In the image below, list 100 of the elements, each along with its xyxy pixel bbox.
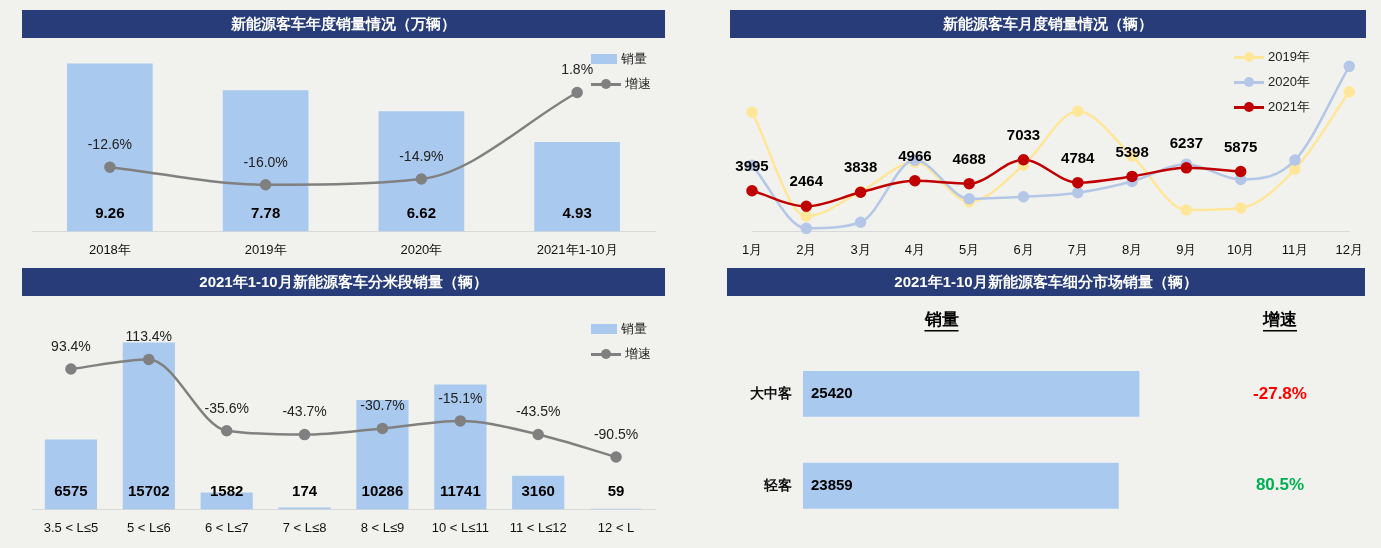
point xyxy=(1072,105,1084,117)
point xyxy=(1180,204,1193,216)
bar xyxy=(67,63,153,232)
legend-label: 销量 xyxy=(621,50,647,68)
point xyxy=(800,200,813,213)
data-label: -16.0% xyxy=(243,153,288,170)
x-tick-label: 2021年1-10月 xyxy=(536,241,618,257)
x-tick-label: 6 < L≤7 xyxy=(204,519,249,535)
data-label: -15.1% xyxy=(438,389,483,406)
data-label: 4.93 xyxy=(562,203,592,221)
point xyxy=(571,86,583,99)
data-label: 7.78 xyxy=(251,203,281,221)
point xyxy=(854,216,867,228)
point xyxy=(376,422,389,435)
point xyxy=(909,175,921,187)
data-label: 6237 xyxy=(1169,133,1204,151)
chart-title: 2021年1-10月新能源客车细分市场销量（辆） xyxy=(727,268,1365,296)
data-label: 4784 xyxy=(1061,148,1096,166)
point xyxy=(1017,191,1030,203)
data-label: 1.8% xyxy=(561,61,594,78)
x-axis-title: 销量 xyxy=(923,309,959,329)
data-label: -14.9% xyxy=(399,147,444,164)
legend-label: 2020年 xyxy=(1268,73,1310,91)
data-label: 15702 xyxy=(127,481,170,499)
point xyxy=(454,415,467,427)
x-tick-label: 4月 xyxy=(904,241,926,257)
legend-label: 2021年 xyxy=(1268,98,1310,116)
data-label: 7033 xyxy=(1006,125,1041,143)
point xyxy=(1180,162,1193,174)
data-label: 25420 xyxy=(811,384,853,402)
bar xyxy=(378,111,465,232)
data-label: -30.7% xyxy=(360,397,405,414)
point xyxy=(746,184,758,197)
data-label: 4688 xyxy=(952,149,986,167)
x-tick-label: 9月 xyxy=(1176,241,1197,257)
data-label: 9.26 xyxy=(95,203,125,221)
chart-title: 新能源客车月度销量情况（辆） xyxy=(730,10,1366,38)
x-tick-label: 2019年 xyxy=(244,241,287,257)
point xyxy=(1072,176,1084,189)
data-label: 11741 xyxy=(439,481,481,499)
x-tick-label: 3月 xyxy=(850,241,871,257)
data-label: 174 xyxy=(292,481,318,499)
point xyxy=(800,210,813,222)
data-label: 59 xyxy=(607,481,625,499)
x-tick-label: 5月 xyxy=(959,241,980,257)
data-label: 10286 xyxy=(361,481,404,499)
text: -27.8% xyxy=(1253,383,1307,403)
point xyxy=(298,428,311,441)
text: 增速 xyxy=(1262,309,1297,329)
point xyxy=(1126,170,1138,183)
legend-label: 增速 xyxy=(625,75,651,93)
data-label: 1582 xyxy=(210,481,244,499)
x-tick-label: 3.5 < L≤5 xyxy=(43,519,99,535)
point xyxy=(1234,202,1247,214)
y-tick-label: 轻客 xyxy=(763,476,792,493)
point xyxy=(104,161,116,173)
y-tick-label: 大中客 xyxy=(750,384,792,401)
x-tick-label: 12 < L xyxy=(597,519,635,535)
data-label: -12.6% xyxy=(87,135,133,152)
legend-label: 增速 xyxy=(625,345,651,363)
data-label: 3838 xyxy=(843,158,878,176)
bar xyxy=(122,342,175,510)
data-label: 113.4% xyxy=(125,328,173,345)
point xyxy=(1343,60,1356,73)
point xyxy=(963,177,975,190)
point xyxy=(1017,153,1030,166)
point xyxy=(1289,154,1301,166)
point xyxy=(800,222,813,235)
x-tick-label: 2018年 xyxy=(88,241,131,257)
x-tick-label: 2020年 xyxy=(400,241,443,257)
data-label: 3160 xyxy=(521,481,555,499)
bar xyxy=(534,141,620,232)
point xyxy=(1343,86,1356,98)
bar xyxy=(44,439,98,510)
data-label: -35.6% xyxy=(204,399,249,416)
data-label: 93.4% xyxy=(51,337,91,354)
bar xyxy=(434,384,487,510)
point xyxy=(415,173,428,185)
data-label: 2464 xyxy=(789,172,824,190)
data-label: 5398 xyxy=(1115,142,1149,160)
point xyxy=(65,363,77,375)
point xyxy=(220,424,233,437)
x-tick-label: 5 < L≤6 xyxy=(126,519,171,535)
data-label: -43.5% xyxy=(516,403,561,420)
data-label: 5875 xyxy=(1223,137,1258,155)
data-label: 6575 xyxy=(54,481,88,499)
data-label: 3995 xyxy=(735,156,769,174)
chart-title: 2021年1-10月新能源客车分米段销量（辆） xyxy=(22,268,665,296)
x-tick-label: 10月 xyxy=(1226,241,1255,257)
data-label: -43.7% xyxy=(282,403,327,420)
data-label: 23859 xyxy=(811,475,853,493)
x-tick-label: 7月 xyxy=(1067,241,1088,257)
x-tick-label: 8月 xyxy=(1121,241,1143,257)
chart-title: 新能源客车年度销量情况（万辆） xyxy=(22,10,665,38)
legend-label: 销量 xyxy=(621,320,647,338)
point xyxy=(143,353,155,366)
x-tick-label: 11 < L≤12 xyxy=(509,519,567,535)
x-tick-label: 10 < L≤11 xyxy=(431,519,489,535)
x-tick-label: 2月 xyxy=(796,241,817,257)
x-tick-label: 12月 xyxy=(1335,241,1363,257)
